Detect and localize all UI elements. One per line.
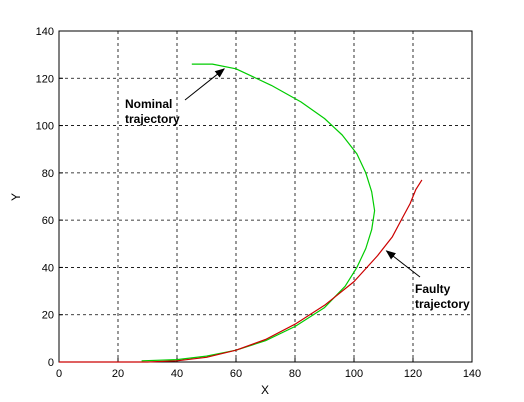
y-axis-label: Y: [9, 193, 23, 201]
grid-lines: [59, 31, 472, 362]
x-tick-label: 20: [112, 368, 124, 380]
y-tick-label: 140: [36, 26, 54, 38]
y-tick-label: 40: [42, 262, 54, 274]
annotations: Nominal trajectory Faulty trajectory: [125, 68, 470, 311]
x-tick-label: 60: [230, 368, 242, 380]
y-axis-ticks: 0 20 40 60 80 100 120 140: [36, 26, 63, 369]
nominal-annotation-arrow: [184, 68, 225, 101]
faulty-trajectory-line: [59, 179, 423, 363]
x-tick-label: 80: [289, 368, 301, 380]
y-tick-label: 100: [36, 121, 54, 133]
series-lines: [59, 63, 423, 363]
y-tick-label: 80: [42, 168, 54, 180]
nominal-annotation: Nominal trajectory: [125, 97, 180, 126]
y-tick-label: 20: [42, 310, 54, 322]
faulty-annotation-arrow: [385, 250, 421, 278]
x-tick-label: 120: [404, 368, 422, 380]
y-tick-label: 60: [42, 215, 54, 227]
x-tick-label: 0: [56, 368, 62, 380]
plot-frame: [58, 30, 473, 363]
y-tick-label: 120: [36, 73, 54, 85]
faulty-annotation: Faulty trajectory: [415, 282, 470, 311]
y-tick-label: 0: [48, 357, 54, 369]
x-tick-label: 40: [171, 368, 183, 380]
x-tick-label: 100: [345, 368, 363, 380]
x-axis-label: X: [261, 383, 269, 397]
x-tick-label: 140: [463, 368, 481, 380]
